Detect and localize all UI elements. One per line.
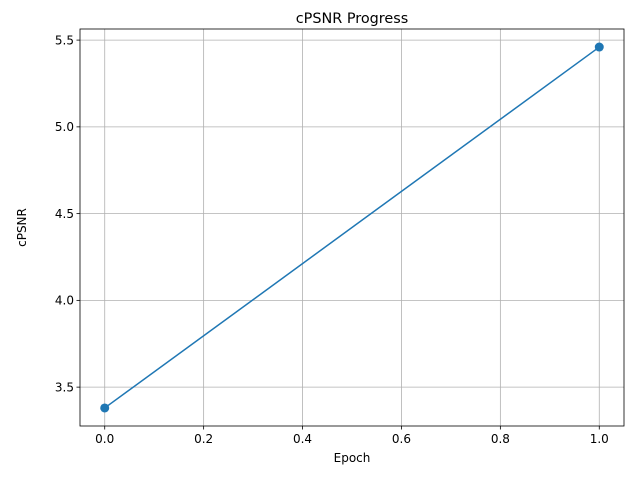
data-point [594,42,604,52]
y-axis-ticks: 3.5 4.0 4.5 5.0 5.5 [55,33,80,394]
grid-lines [80,29,624,426]
y-tick-label: 4.5 [55,207,74,221]
plot-frame [79,28,625,427]
y-tick-label: 5.5 [55,33,74,47]
x-tick-label: 0.0 [95,432,114,446]
series-line [104,46,600,409]
y-tick-label: 5.0 [55,120,74,134]
x-tick-label: 0.6 [392,432,411,446]
x-tick-label: 1.0 [590,432,609,446]
data-point [100,403,110,413]
x-tick-label: 0.4 [293,432,312,446]
data-series [100,42,604,413]
y-tick-label: 3.5 [55,380,74,394]
x-axis-title: Epoch [334,451,371,465]
chart-title: cPSNR Progress [296,11,408,27]
y-axis-title: cPSNR [15,208,29,247]
y-tick-label: 4.0 [55,294,74,308]
x-axis-ticks: 0.0 0.2 0.4 0.6 0.8 1.0 [95,426,609,446]
x-tick-label: 0.8 [491,432,510,446]
x-tick-label: 0.2 [194,432,213,446]
